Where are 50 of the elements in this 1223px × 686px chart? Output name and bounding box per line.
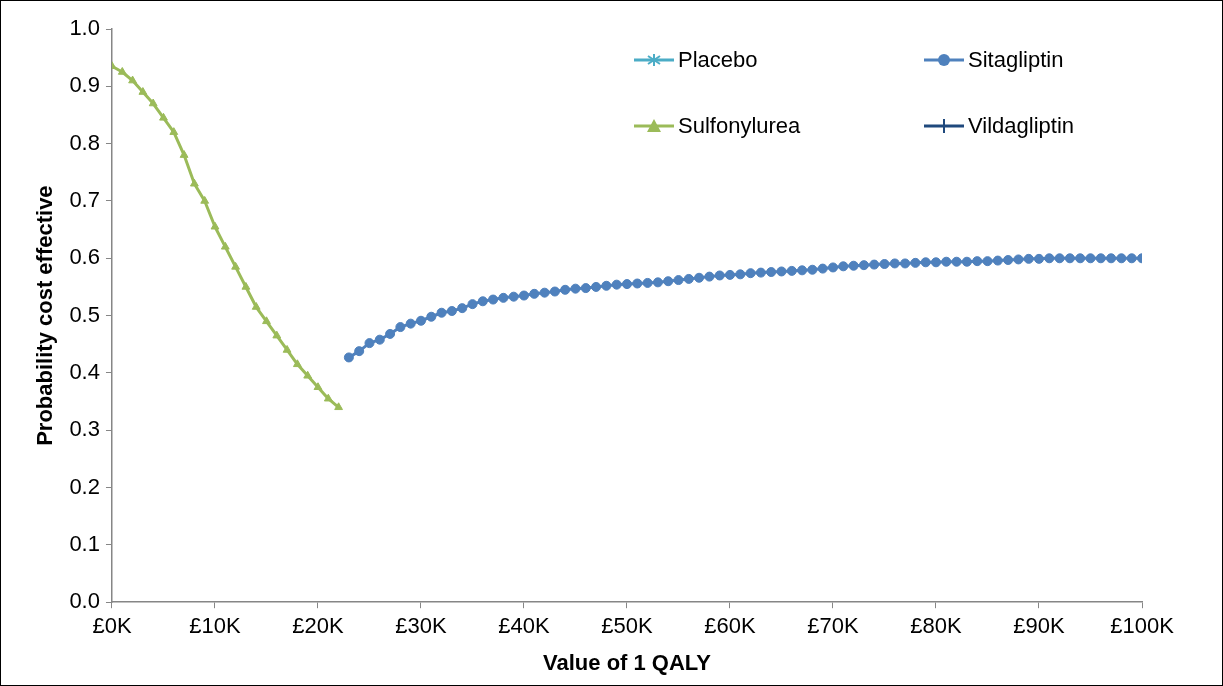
- legend-label: Placebo: [678, 47, 758, 73]
- point: [179, 150, 189, 158]
- legend-label: Vildagliptin: [968, 113, 1075, 139]
- x-tick-label: £20K: [292, 613, 344, 639]
- x-tick-label: £40K: [498, 613, 550, 639]
- point: [220, 241, 230, 250]
- point: [334, 402, 343, 411]
- y-tick-label: 0.7: [69, 187, 100, 213]
- y-axis-title: Probability cost effective: [32, 185, 58, 446]
- point: [169, 127, 179, 135]
- point: [200, 195, 210, 204]
- x-tick-label: £90K: [1013, 613, 1066, 639]
- point: [282, 344, 292, 353]
- point: [292, 359, 302, 368]
- point: [159, 112, 168, 121]
- y-tick-label: 0.8: [69, 129, 100, 155]
- point: [128, 75, 137, 84]
- y-tick-label: 0.0: [69, 588, 100, 614]
- x-tick-label: £0K: [92, 613, 132, 639]
- x-axis-title: Value of 1 QALY: [543, 649, 712, 675]
- y-tick-label: 1.0: [69, 15, 100, 41]
- y-tick-label: 0.2: [69, 473, 100, 499]
- x-tick-label: £80K: [910, 613, 963, 639]
- point: [138, 87, 148, 95]
- point: [262, 316, 271, 325]
- y-tick-label: 0.5: [69, 301, 100, 327]
- point: [117, 66, 127, 75]
- point: [272, 330, 282, 339]
- y-tick-label: 0.6: [69, 244, 100, 270]
- point: [251, 302, 261, 310]
- x-tick-label: £50K: [601, 613, 653, 639]
- point: [303, 370, 313, 379]
- x-tick-label: £10K: [189, 613, 241, 639]
- legend-label: Sitagliptin: [968, 47, 1064, 73]
- legend-label: Sulfonylurea: [678, 113, 801, 139]
- point: [313, 382, 323, 390]
- point: [148, 98, 158, 107]
- point: [231, 261, 240, 270]
- y-tick-label: 0.1: [69, 530, 100, 556]
- x-tick-label: £60K: [704, 613, 756, 639]
- point: [210, 221, 220, 230]
- x-tick-label: £30K: [395, 613, 447, 639]
- y-tick-label: 0.3: [69, 416, 100, 442]
- x-tick-label: £100K: [1110, 613, 1175, 639]
- point: [189, 178, 199, 187]
- y-tick-label: 0.4: [69, 358, 100, 384]
- point: [241, 281, 251, 290]
- y-tick-label: 0.9: [69, 72, 100, 98]
- x-tick-label: £70K: [807, 613, 860, 639]
- point: [323, 393, 333, 402]
